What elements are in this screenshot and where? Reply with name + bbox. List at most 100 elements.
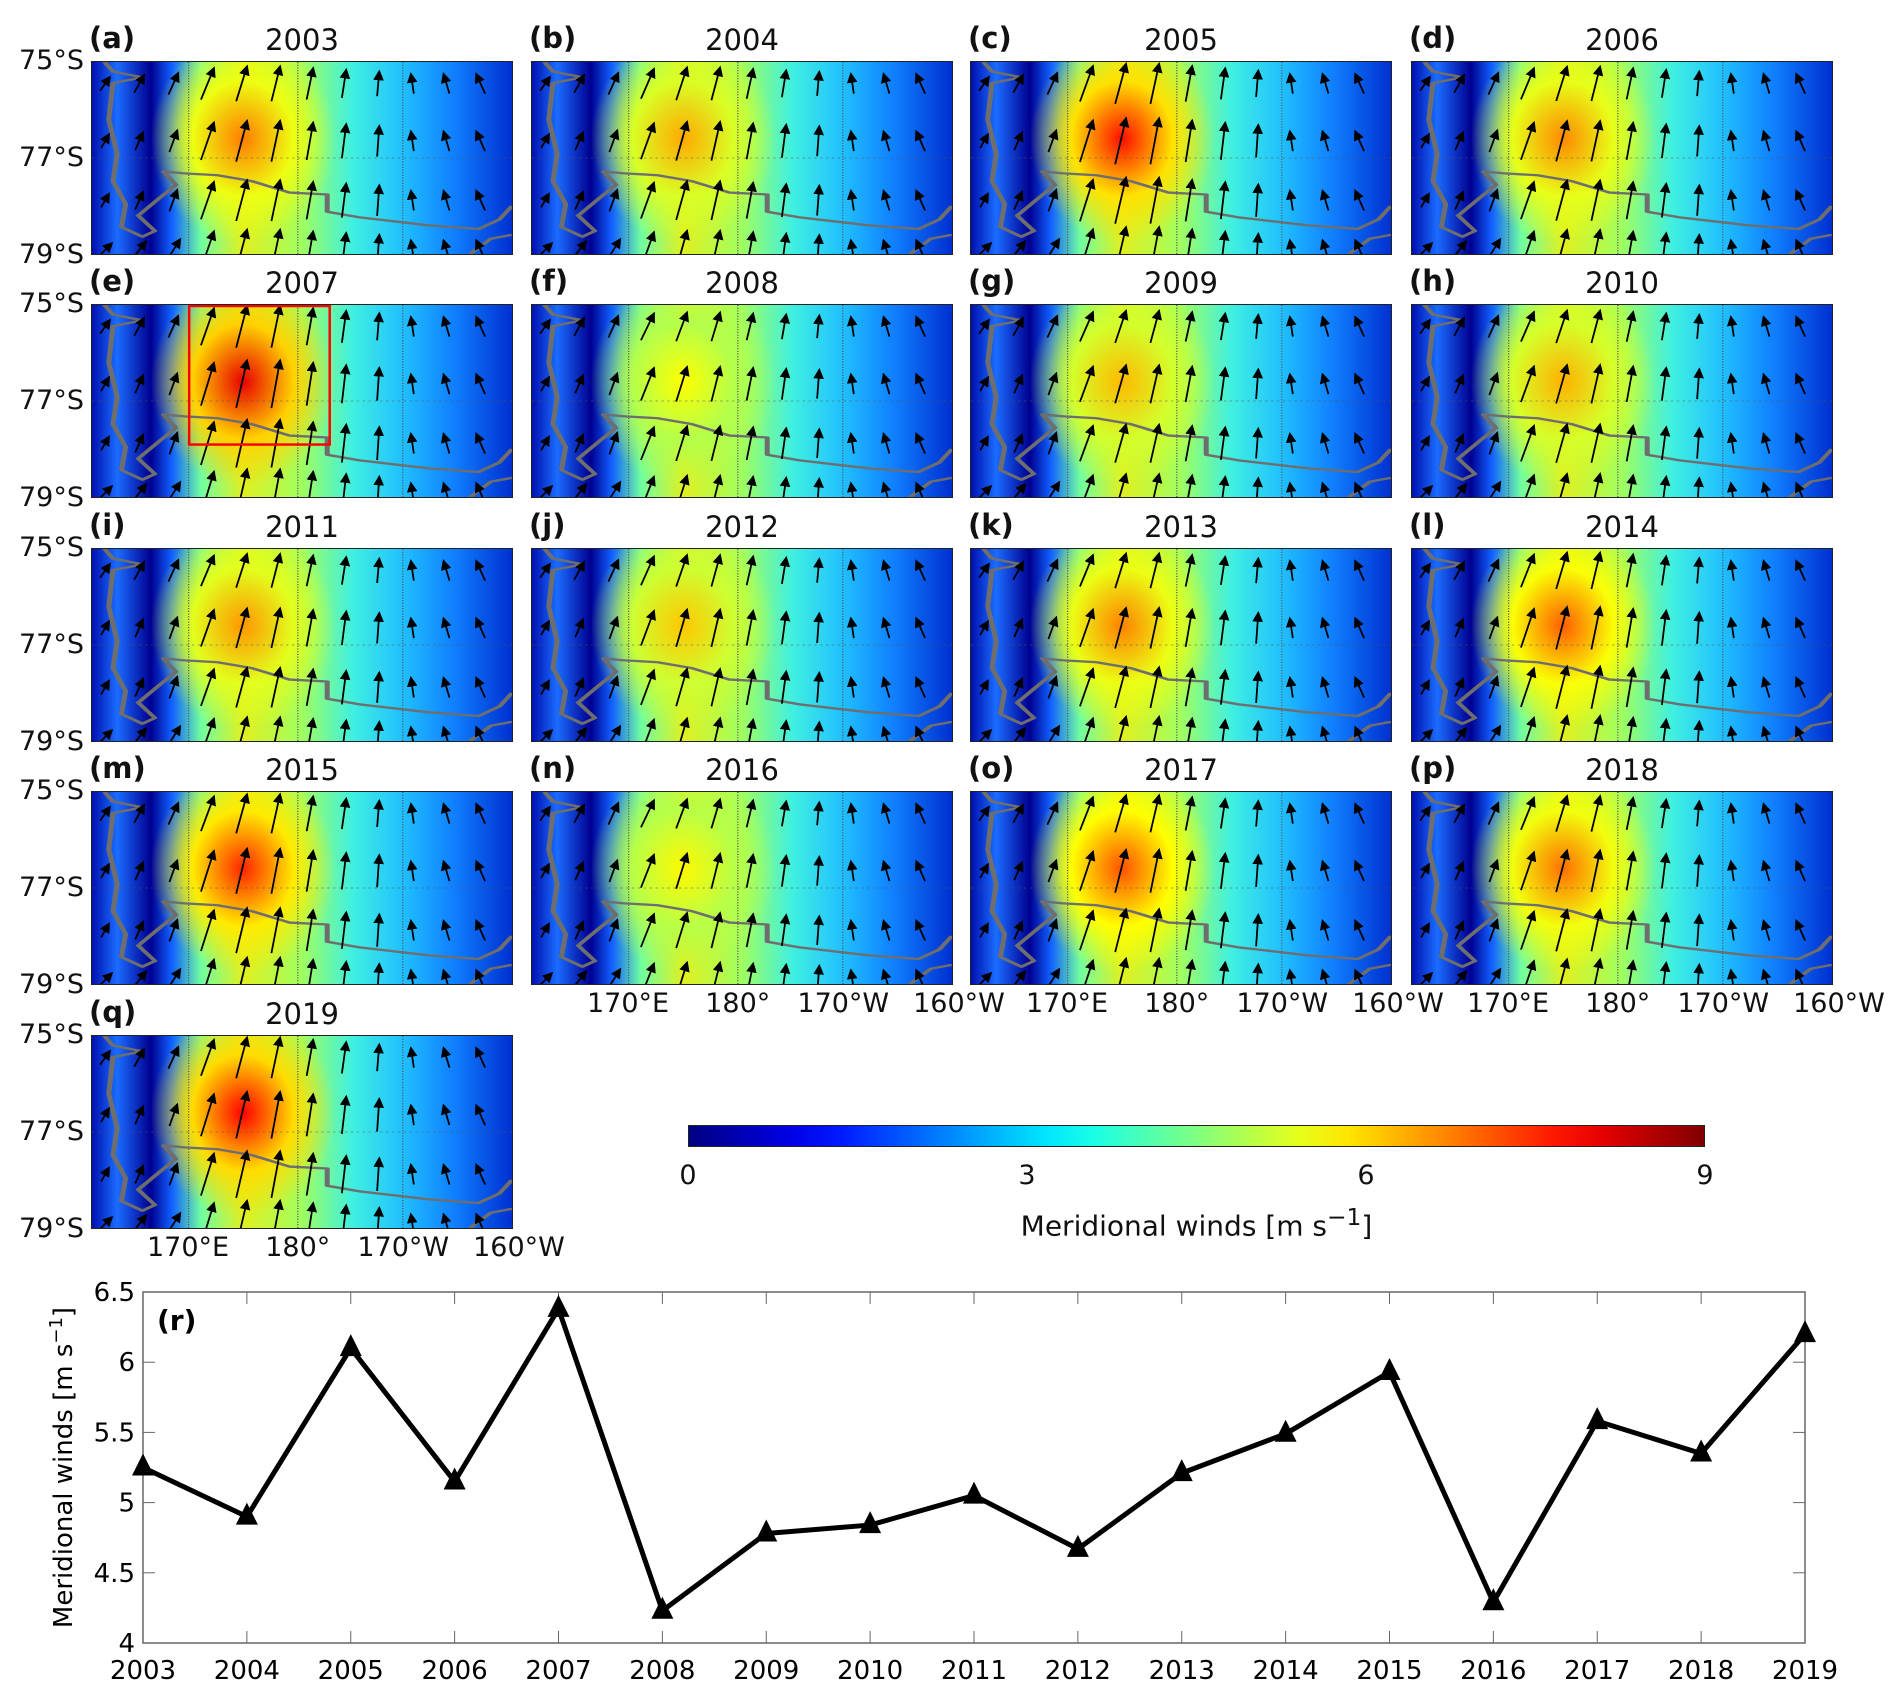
map-panel-2010	[1411, 304, 1833, 498]
wind-vector-arrow	[1353, 129, 1365, 152]
wind-vector-arrow	[846, 559, 858, 581]
latitude-label: 77°S	[19, 142, 84, 173]
wind-vector-arrow	[1488, 430, 1500, 455]
wind-vector-arrow	[273, 467, 284, 497]
data-point-marker	[963, 1481, 985, 1504]
data-point-marker	[1690, 1439, 1713, 1462]
wind-vector-arrow	[1693, 426, 1704, 459]
wind-vector-arrow	[474, 72, 486, 95]
wind-vector-arrow	[373, 853, 385, 888]
wind-vector-arrow	[779, 475, 791, 497]
wind-vector-arrow	[168, 1161, 180, 1186]
panel-label: (d)	[1409, 21, 1457, 55]
wind-vector-arrow	[270, 358, 284, 409]
wind-vector-arrow	[99, 435, 110, 451]
wind-vector-arrow	[306, 1201, 318, 1228]
wind-vector-arrow	[1114, 116, 1130, 165]
wind-vector-arrow	[1149, 551, 1163, 589]
panel-label: (e)	[89, 264, 136, 298]
wind-vector-arrow	[1013, 373, 1024, 394]
wind-vector-arrow	[235, 846, 251, 894]
wind-vector-arrow	[1084, 958, 1096, 984]
wind-vector-arrow	[134, 482, 148, 497]
wind-vector-arrow	[440, 1162, 452, 1185]
wind-vector-arrow	[1079, 795, 1095, 831]
wind-vector-arrow	[406, 559, 418, 581]
longitude-label: 160°W	[473, 1232, 565, 1263]
wind-vector-arrow	[373, 474, 385, 497]
wind-vector-arrow	[99, 318, 112, 335]
wind-vector-arrow	[1285, 968, 1297, 984]
wind-vector-arrow	[1760, 559, 1772, 581]
wind-vector-arrow	[1048, 480, 1061, 497]
wind-vector-arrow	[1079, 118, 1096, 163]
wind-vector-arrow	[712, 228, 724, 254]
wind-vector-arrow	[1489, 237, 1502, 254]
wind-vector-arrow	[1625, 180, 1637, 220]
wind-vector-arrow	[978, 318, 991, 335]
wind-vector-arrow	[373, 720, 384, 741]
wind-vector-arrow	[1285, 559, 1297, 581]
latitude-label: 77°S	[19, 385, 84, 416]
wind-vector-arrow	[1693, 913, 1705, 947]
wind-vector-arrow	[880, 725, 892, 741]
wind-vector-arrow	[1487, 71, 1500, 96]
wind-vector-arrow	[99, 484, 114, 497]
wind-vector-arrow	[1659, 311, 1671, 341]
wind-vector-arrow	[1520, 364, 1536, 403]
wind-vector-arrow	[608, 128, 620, 153]
wind-vector-arrow	[305, 179, 317, 220]
wind-vector-arrow	[1047, 430, 1059, 455]
wind-vector-arrow	[235, 606, 250, 649]
wind-vector-arrow	[1114, 422, 1129, 463]
wind-vector-arrow	[1659, 554, 1671, 586]
wind-vector-arrow	[1454, 860, 1465, 881]
wind-vector-arrow	[270, 792, 284, 834]
wind-vector-arrow	[607, 314, 620, 339]
wind-vector-arrow	[1013, 190, 1024, 210]
wind-vector-arrow	[134, 1164, 145, 1184]
wind-vector-arrow	[406, 859, 418, 882]
wind-vector-arrow	[373, 670, 384, 703]
wind-vector-arrow	[474, 616, 486, 639]
wind-vector-arrow	[1285, 481, 1297, 497]
wind-vector-arrow	[273, 227, 284, 254]
map-panel-2016	[531, 791, 953, 985]
wind-vector-arrow	[339, 851, 351, 890]
map-panel-2013	[970, 548, 1392, 742]
x-tick-label: 2018	[1668, 1656, 1734, 1686]
wind-vector-arrow	[574, 860, 585, 881]
wind-vector-arrow	[133, 73, 146, 94]
wind-vector-arrow	[1319, 559, 1331, 581]
panel-year-title: 2018	[1585, 753, 1659, 787]
data-point-marker	[651, 1596, 674, 1619]
wind-vector-arrow	[1693, 610, 1705, 644]
wind-vector-arrow	[813, 313, 824, 339]
data-point-marker	[1794, 1320, 1816, 1343]
longitude-label: 180°	[705, 988, 771, 1019]
wind-vector-arrow	[1046, 314, 1059, 339]
wind-vector-arrow	[745, 852, 757, 888]
panel-label: (m)	[89, 751, 146, 785]
wind-vector-arrow	[1453, 803, 1466, 824]
wind-vector-arrow	[134, 969, 148, 984]
wind-vector-arrow	[373, 1156, 385, 1191]
wind-vector-arrow	[644, 474, 656, 497]
wind-vector-arrow	[640, 180, 656, 219]
wind-vector-arrow	[1252, 611, 1263, 644]
wind-vector-arrow	[710, 607, 724, 648]
wind-vector-arrow	[440, 968, 452, 984]
wind-vector-arrow	[270, 552, 284, 588]
wind-vector-arrow	[235, 118, 250, 162]
wind-vector-arrow	[1555, 908, 1570, 952]
wind-vector-arrow	[640, 912, 656, 948]
wind-vector-arrow	[1149, 793, 1163, 833]
wind-vector-arrow	[1726, 129, 1738, 152]
wind-vector-arrow	[539, 805, 552, 822]
wind-vector-arrow	[978, 435, 989, 451]
wind-vector-arrow	[779, 853, 791, 887]
wind-vector-arrow	[1794, 968, 1805, 984]
y-axis-label: Meridional winds [m s−1]	[46, 1307, 79, 1628]
wind-vector-arrow	[1559, 957, 1570, 984]
wind-vector-arrow	[1151, 472, 1163, 497]
